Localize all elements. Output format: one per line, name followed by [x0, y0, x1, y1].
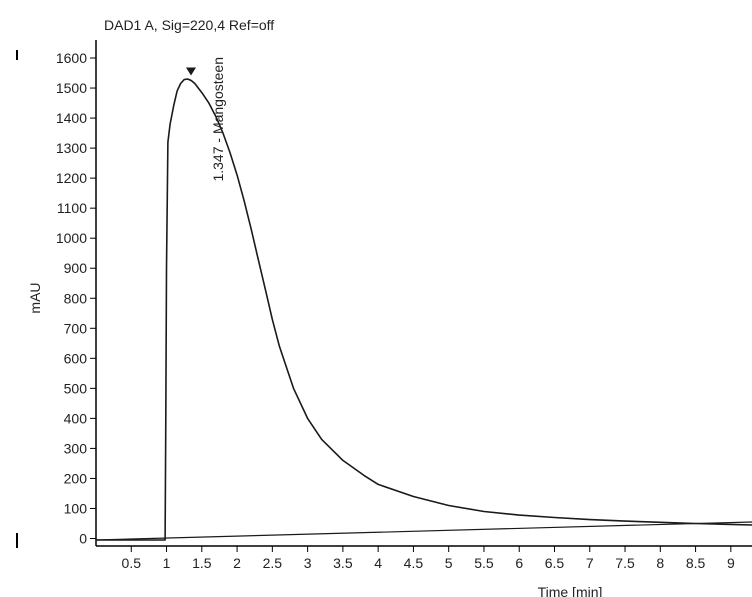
y-tick-label: 1400 [56, 110, 87, 126]
chart-title: DAD1 A, Sig=220,4 Ref=off [104, 17, 274, 33]
axes [95, 40, 752, 547]
x-tick-label: 6.5 [545, 555, 565, 571]
y-tick-label: 600 [64, 350, 88, 366]
y-tick-label: 1000 [56, 230, 87, 246]
x-tick-label: 8 [656, 555, 664, 571]
x-tick-label: 2.5 [263, 555, 283, 571]
y-tick-label: 400 [64, 410, 88, 426]
x-tick-label: 9 [727, 555, 735, 571]
y-tick-label: 800 [64, 290, 88, 306]
y-ticks: 0 100 200 300 400 500 600 700 800 900 1000 1100 1200… [56, 50, 96, 546]
y-tick-label: 1100 [57, 200, 87, 216]
y-tick-label: 1200 [56, 170, 87, 186]
signal-trace [96, 78, 752, 541]
x-tick-label: 7.5 [615, 555, 635, 571]
peak-label: 1.347 - Mangosteen [210, 57, 226, 182]
y-tick-label: 1500 [56, 80, 87, 96]
y-axis-label: mAU [27, 282, 43, 313]
y-tick-label: 100 [64, 500, 88, 516]
baseline-line [95, 521, 752, 541]
plot-area [95, 78, 752, 541]
y-tick-label: 0 [79, 530, 87, 546]
x-tick-label: 0.5 [122, 555, 142, 571]
x-tick-label: 2 [233, 555, 241, 571]
x-tick-label: 5 [445, 555, 453, 571]
x-tick-label: 4 [374, 555, 382, 571]
annotation-layer: 1.347 - Mangosteen [186, 57, 226, 182]
x-tick-label: 7 [586, 555, 594, 571]
peak-marker [186, 67, 197, 76]
y-tick-label: 500 [64, 380, 88, 396]
x-tick-label: 8.5 [686, 555, 706, 571]
y-tick-label: 700 [64, 320, 88, 336]
x-tick-label: 1 [163, 555, 171, 571]
y-tick-label: 1300 [56, 140, 87, 156]
x-tick-label: 4.5 [404, 555, 424, 571]
x-tick-label: 3.5 [333, 555, 353, 571]
y-tick-label: 900 [64, 260, 88, 276]
x-tick-label: 1.5 [192, 555, 212, 571]
x-tick-label: 5.5 [474, 555, 494, 571]
x-ticks: 0.5 1 1.5 2 2.5 3 3.5 4 4.5 5 5.5 6 6.5 7 7.5 8 8.5 9 [122, 546, 735, 571]
y-tick-label: 300 [64, 440, 88, 456]
x-axis-label: Time [min] [538, 584, 603, 597]
y-tick-label: 1600 [56, 50, 87, 66]
x-tick-label: 6 [515, 555, 523, 571]
x-tick-label: 3 [304, 555, 312, 571]
y-tick-label: 200 [64, 470, 88, 486]
